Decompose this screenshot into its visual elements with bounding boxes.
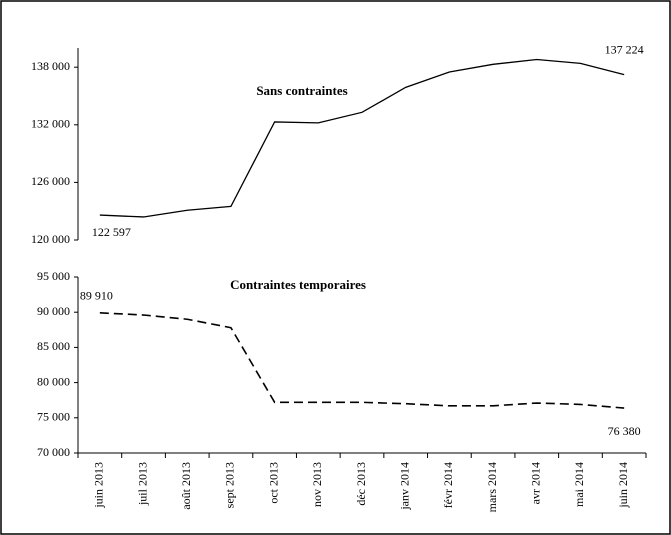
- value-label: 122 597: [92, 225, 131, 239]
- y-tick-label: 132 000: [31, 117, 70, 131]
- y-tick-label: 95 000: [37, 269, 70, 283]
- x-tick-label: juin 2014: [616, 462, 630, 509]
- x-tick-label: sept 2013: [223, 462, 237, 508]
- x-tick-label: août 2013: [179, 462, 193, 510]
- x-tick-label: juin 2013: [92, 462, 106, 509]
- y-tick-label: 126 000: [31, 174, 70, 188]
- y-tick-label: 85 000: [37, 339, 70, 353]
- y-tick-label: 138 000: [31, 59, 70, 73]
- y-tick-label: 120 000: [31, 232, 70, 246]
- x-tick-label: mai 2014: [572, 462, 586, 507]
- x-tick-label: janv 2014: [397, 462, 411, 511]
- x-tick-label: mars 2014: [485, 462, 499, 512]
- value-label: 89 910: [80, 289, 113, 303]
- line: [99, 312, 625, 409]
- series-label: Contraintes temporaires: [230, 277, 366, 292]
- x-tick-label: oct 2013: [266, 462, 280, 504]
- x-tick-label: juil 2013: [135, 462, 149, 506]
- line: [99, 58, 625, 218]
- y-tick-label: 75 000: [37, 410, 70, 424]
- y-tick-label: 90 000: [37, 304, 70, 318]
- value-label: 76 380: [608, 424, 641, 438]
- y-tick-label: 80 000: [37, 374, 70, 388]
- value-label: 137 224: [605, 42, 644, 56]
- x-tick-label: févr 2014: [441, 462, 455, 508]
- x-tick-label: déc 2013: [354, 462, 368, 506]
- x-tick-label: nov 2013: [310, 462, 324, 507]
- y-tick-label: 70 000: [37, 445, 70, 459]
- x-tick-label: avr 2014: [529, 462, 543, 504]
- series-label: Sans contraintes: [256, 83, 347, 98]
